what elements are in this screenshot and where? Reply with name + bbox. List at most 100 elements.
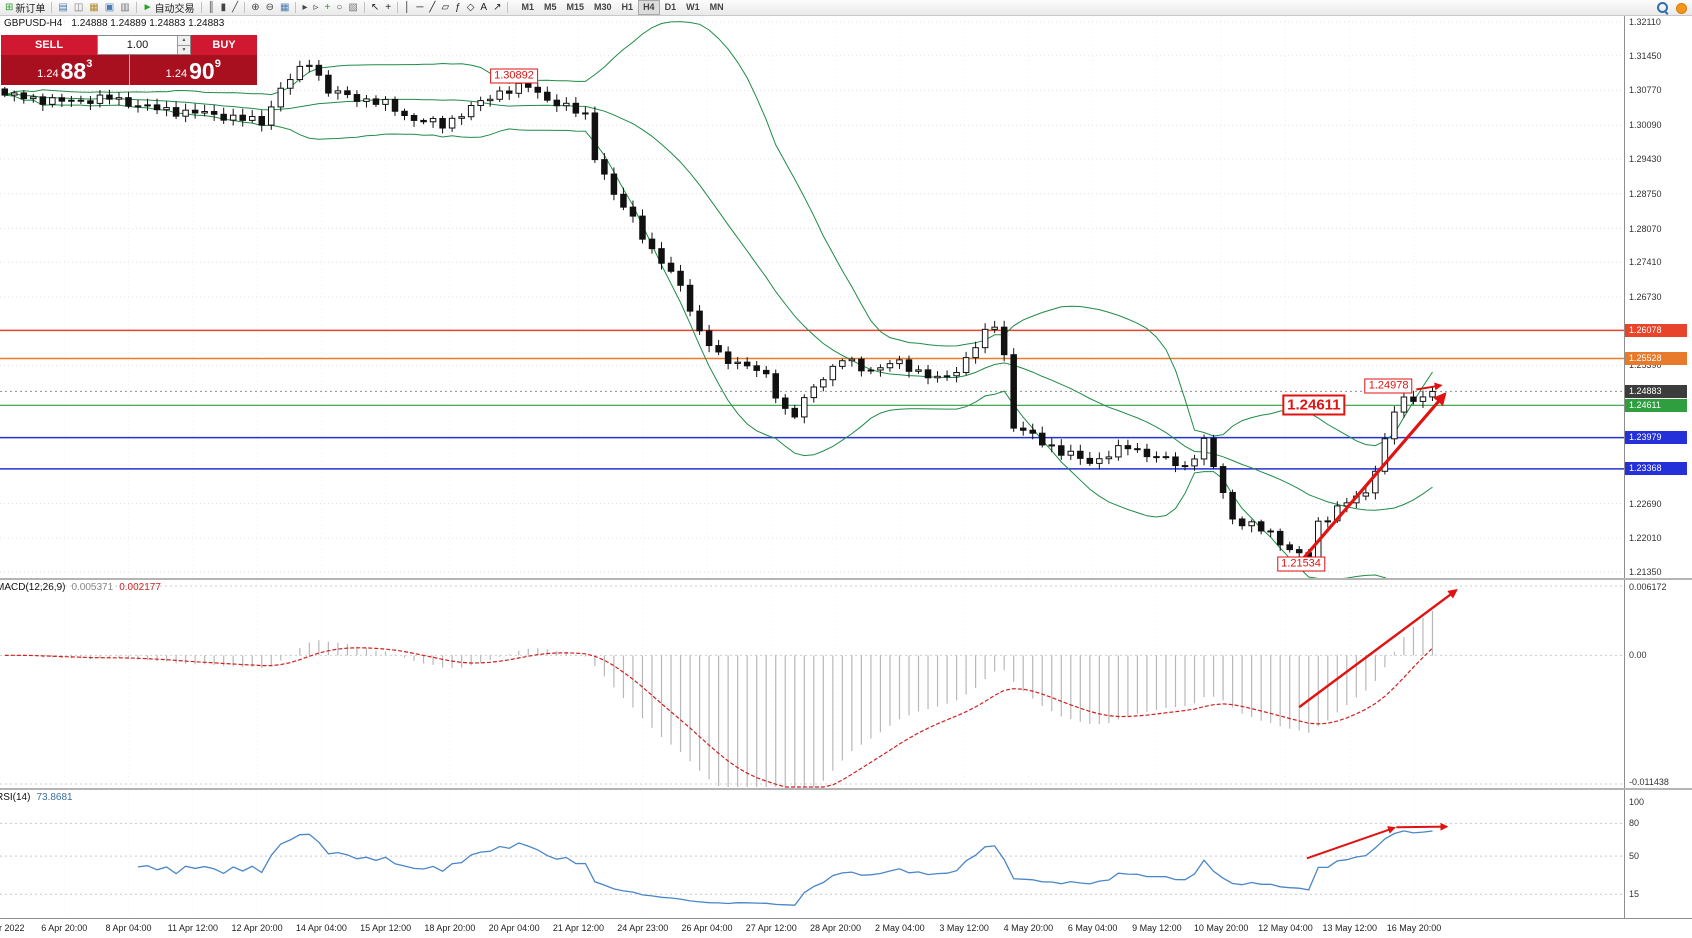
crosshair-icon[interactable]: + xyxy=(382,0,394,15)
macd-plot[interactable] xyxy=(0,580,1624,788)
buy-price[interactable]: 1.24 90 9 xyxy=(128,55,258,85)
navigator-icon[interactable]: ▦ xyxy=(86,0,101,15)
periods-icon[interactable]: ○ xyxy=(333,0,345,15)
buy-price-big: 90 xyxy=(189,58,215,84)
timeframe-d1-button[interactable]: D1 xyxy=(664,2,677,12)
templates-icon-glyph: ▧ xyxy=(348,2,358,13)
time-axis[interactable]: pr 2022 6 Apr 20:00 8 Apr 04:00 11 Apr 12:0… xyxy=(0,918,1692,938)
macd-axis-label: 0.00 xyxy=(1629,650,1647,661)
templates-icon[interactable]: ▧ xyxy=(345,0,360,15)
time-label: 9 May 12:00 xyxy=(1132,923,1182,933)
line-chart-icon-glyph: ╱ xyxy=(232,2,239,13)
annotation-1.24611[interactable]: 1.24611 xyxy=(1282,394,1346,416)
price-badge-1.24883: 1.24883 xyxy=(1625,384,1687,398)
buy-button[interactable]: BUY xyxy=(191,35,257,55)
rsi-arrow[interactable] xyxy=(1396,822,1449,831)
rsi-plot[interactable] xyxy=(0,790,1624,918)
sell-button[interactable]: SELL xyxy=(1,35,97,55)
timeframe-h1-button[interactable]: H1 xyxy=(621,2,634,12)
data-window-icon[interactable]: ◫ xyxy=(71,0,86,15)
annotation-1.24978[interactable]: 1.24978 xyxy=(1364,378,1413,394)
new-order-button[interactable]: ⊞ 新订单 xyxy=(2,0,48,15)
horizontal-line-icon[interactable]: ─ xyxy=(413,0,426,15)
candlestick-chart-icon[interactable]: ▮ xyxy=(218,0,230,15)
macd-value-main: 0.005371 xyxy=(71,582,114,593)
macd-axis[interactable]: 0.006172 0.00 -0.011438 xyxy=(1624,580,1692,788)
auto-scroll-icon[interactable]: ▸ xyxy=(299,0,310,15)
shapes-icon[interactable]: ◇ xyxy=(464,0,478,15)
cursor-icon[interactable]: ↖ xyxy=(368,0,382,15)
vertical-line-icon[interactable]: │ xyxy=(401,0,413,15)
line-chart-icon[interactable]: ╱ xyxy=(229,0,241,15)
annotation-1.21534[interactable]: 1.21534 xyxy=(1277,556,1325,572)
macd-axis-label: -0.011438 xyxy=(1629,777,1669,787)
terminal-icon[interactable]: ▣ xyxy=(102,0,117,15)
search-icon[interactable] xyxy=(1657,2,1669,14)
annotation-1.30892[interactable]: 1.30892 xyxy=(490,68,538,84)
one-click-buttons-row: SELL 1.00 ▲ ▼ BUY xyxy=(1,35,257,55)
bar-chart-icon[interactable]: ║ xyxy=(205,0,218,15)
strategy-tester-icon[interactable]: ▥ xyxy=(117,0,132,15)
time-label: 2 May 04:00 xyxy=(875,923,925,933)
trendline-icon[interactable]: ╱ xyxy=(426,0,438,15)
time-label: 4 May 20:00 xyxy=(1003,923,1054,933)
autotrading-button[interactable]: ► 自动交易 xyxy=(140,0,198,15)
trend-arrow[interactable] xyxy=(1416,382,1443,391)
rsi-axis[interactable]: 100 80 50 15 xyxy=(1624,790,1692,918)
data-window-icon-glyph: ◫ xyxy=(73,2,84,13)
channel-icon[interactable]: ▱ xyxy=(438,0,452,15)
timeframe-w1-button[interactable]: W1 xyxy=(686,2,700,12)
volume-up-button[interactable]: ▲ xyxy=(178,36,190,46)
new-order-button-glyph: ⊞ xyxy=(5,2,14,13)
macd-title: MACD(12,26,9) 0.005371 0.002177 xyxy=(0,582,161,593)
timeframe-m15-button[interactable]: M15 xyxy=(566,2,585,12)
price-tick: 1.26730 xyxy=(1629,292,1662,302)
zoom-in-icon[interactable]: ⊕ xyxy=(248,0,262,15)
timeframe-h4-button[interactable]: H4 xyxy=(638,0,660,15)
timeframe-m1-button[interactable]: M1 xyxy=(521,2,534,12)
community-icon[interactable] xyxy=(1676,2,1687,14)
shapes-icon-glyph: ◇ xyxy=(466,2,475,13)
text-icon[interactable]: A xyxy=(477,0,490,15)
timeframe-mn-button[interactable]: MN xyxy=(709,2,724,12)
macd-arrow[interactable] xyxy=(1298,589,1458,709)
arrows-tool-icon[interactable]: ↗ xyxy=(490,0,504,15)
main-chart-plot[interactable] xyxy=(0,16,1624,578)
toolbar-separator xyxy=(397,2,399,13)
sell-price[interactable]: 1.24 88 3 xyxy=(1,55,129,85)
tile-windows-icon[interactable]: ▦ xyxy=(277,0,292,15)
indicators-icon[interactable]: + xyxy=(322,0,334,15)
chart-shift-icon[interactable]: ▹ xyxy=(310,0,321,15)
time-label: 24 Apr 23:00 xyxy=(617,923,669,933)
volume-input[interactable]: 1.00 xyxy=(126,39,149,51)
price-badge-1.26078: 1.26078 xyxy=(1625,323,1687,337)
rsi-label: RSI(14) xyxy=(0,792,31,803)
timeframe-m5-button[interactable]: M5 xyxy=(544,2,557,12)
auto-scroll-icon-glyph: ▸ xyxy=(302,2,308,13)
cursor-icon-glyph: ↖ xyxy=(370,2,380,13)
trendline-icon-glyph: ╱ xyxy=(429,2,436,13)
price-axis[interactable]: 1.32110 1.31450 1.30770 1.30090 1.29430 1.287… xyxy=(1624,16,1692,578)
bar-chart-icon-glyph: ║ xyxy=(207,2,215,13)
rsi-arrow[interactable] xyxy=(1306,826,1396,860)
rsi-title: RSI(14) 73.8681 xyxy=(0,792,73,803)
vertical-line-icon-glyph: │ xyxy=(404,2,411,13)
navigator-icon-glyph: ▦ xyxy=(89,2,99,13)
toolbar-separator xyxy=(244,2,246,13)
indicators-icon-glyph: + xyxy=(324,2,331,13)
timeframe-m30-button[interactable]: M30 xyxy=(594,2,612,12)
time-label: pr 2022 xyxy=(0,923,25,933)
market-watch-icon[interactable]: ▤ xyxy=(55,0,70,15)
fibonacci-icon[interactable]: ƒ xyxy=(452,0,464,15)
strategy-tester-icon-glyph: ▥ xyxy=(120,2,130,13)
volume-down-button[interactable]: ▼ xyxy=(178,45,190,54)
rsi-value: 73.8681 xyxy=(36,792,73,803)
main-chart-panel: GBPUSD-H4 1.24888 1.24889 1.24883 1.24883… xyxy=(0,16,1692,578)
time-label: 15 Apr 12:00 xyxy=(360,923,412,933)
zoom-out-icon[interactable]: ⊖ xyxy=(263,0,277,15)
sell-price-prefix: 1.24 xyxy=(37,68,59,80)
toolbar-icons: ⊞ 新订单 ▤ ◫ ▦ ▣ ▥ ► 自动交易 ║ ▮ ╱ ⊕ ⊖ ▦ ▸ ▹ + ○ ▧ ↖ + │ ─ ╱ ▱ ƒ ◇ A ↗ xyxy=(2,0,511,15)
trend-arrow[interactable] xyxy=(1302,392,1447,559)
time-label: 21 Apr 12:00 xyxy=(552,923,604,933)
